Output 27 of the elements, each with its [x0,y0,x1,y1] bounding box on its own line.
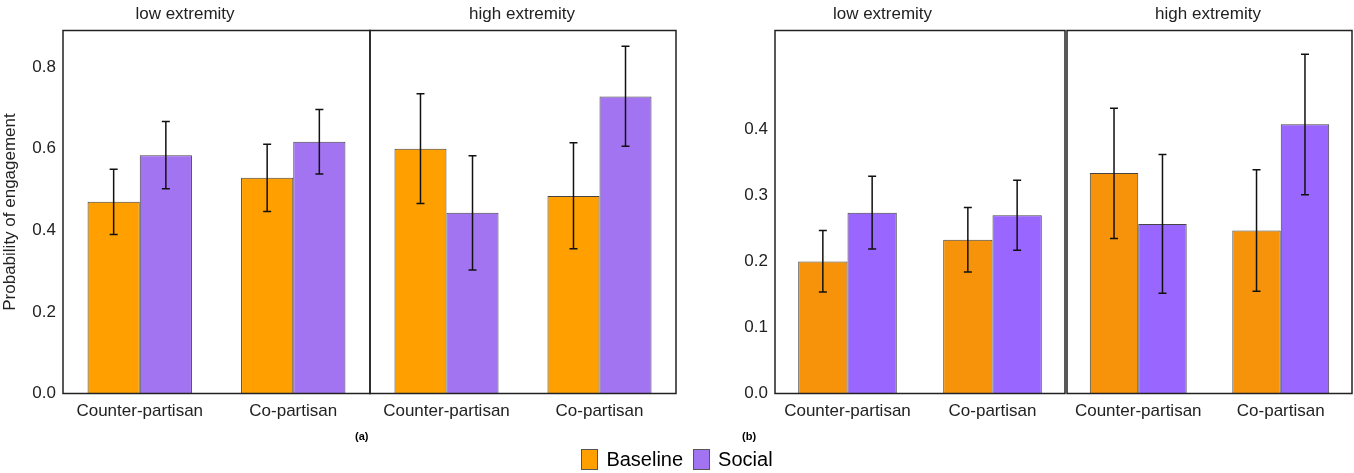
x-tick-label: Counter-partisan [1074,401,1202,421]
y-tick-label: 0.2 [744,251,768,271]
y-tick-label: 0.4 [744,119,768,139]
chart-title: high extremity [1155,3,1262,23]
y-tick-label: 0.0 [744,383,768,403]
y-tick-label: 0.3 [744,185,768,205]
text: (b) [742,430,757,442]
x-tick-label: Co-partisan [249,401,338,421]
legend-label: Social [718,448,773,471]
y-tick-label: 0.0 [32,383,56,403]
x-tick-label: Counter-partisan [76,401,204,421]
y-axis-title: Probability of engagement [0,112,19,311]
x-tick-label: Counter-partisan [784,401,911,421]
chart-title: high extremity [469,3,576,23]
y-tick-label: 0.6 [32,138,56,158]
x-tick-label: Co-partisan [948,401,1037,421]
x-tick-label: Counter-partisan [383,401,510,421]
y-tick-label: 0.4 [32,220,56,240]
y-tick-label: 0.1 [744,317,768,337]
x-tick-label: Co-partisan [555,401,644,421]
y-tick-label: 0.2 [32,301,56,321]
chart-title: low extremity [135,3,236,23]
y-tick-label: 0.8 [32,56,56,76]
chart-title: low extremity [832,3,933,23]
x-tick-label: Co-partisan [1236,401,1325,421]
text: (a) [355,430,369,442]
legend-label: Baseline [606,448,684,471]
